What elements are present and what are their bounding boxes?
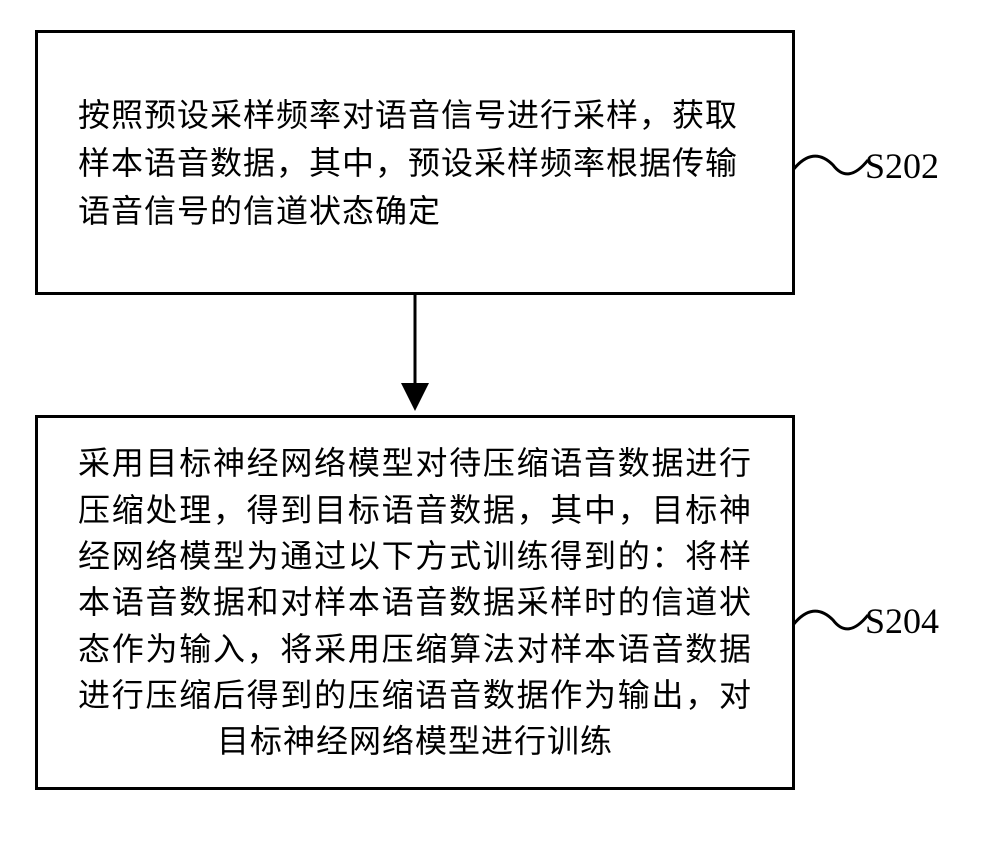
arrow-line <box>414 295 417 390</box>
flowchart-step-2: 采用目标神经网络模型对待压缩语音数据进行压缩处理，得到目标语音数据，其中，目标神… <box>35 415 795 790</box>
step-2-label: S204 <box>865 600 939 642</box>
curve-connector-2 <box>793 590 873 650</box>
flowchart-container: 按照预设采样频率对语音信号进行采样，获取样本语音数据，其中，预设采样频率根据传输… <box>35 30 965 790</box>
step-1-label: S202 <box>865 145 939 187</box>
step-1-text: 按照预设采样频率对语音信号进行采样，获取样本语音数据，其中，预设采样频率根据传输… <box>78 91 752 235</box>
flowchart-connector <box>35 295 795 415</box>
curve-path-1 <box>793 156 868 174</box>
curve-connector-1 <box>793 135 873 195</box>
arrow-head-icon <box>401 383 429 411</box>
flowchart-step-1: 按照预设采样频率对语音信号进行采样，获取样本语音数据，其中，预设采样频率根据传输… <box>35 30 795 295</box>
step-2-text: 采用目标神经网络模型对待压缩语音数据进行压缩处理，得到目标语音数据，其中，目标神… <box>78 440 752 765</box>
curve-path-2 <box>793 611 868 629</box>
